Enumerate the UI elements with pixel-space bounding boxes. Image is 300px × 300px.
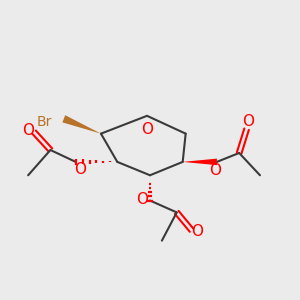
Text: O: O	[141, 122, 153, 137]
Text: O: O	[192, 224, 204, 239]
Text: O: O	[136, 191, 148, 206]
Text: Br: Br	[37, 115, 52, 129]
Text: O: O	[22, 123, 34, 138]
Polygon shape	[62, 115, 101, 134]
Text: O: O	[209, 163, 221, 178]
Text: O: O	[74, 162, 86, 177]
Polygon shape	[183, 159, 217, 165]
Text: O: O	[242, 114, 254, 129]
